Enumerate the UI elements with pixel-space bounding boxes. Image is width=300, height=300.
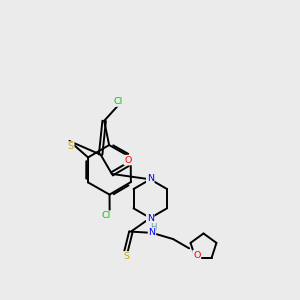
Text: O: O	[193, 250, 200, 260]
Text: N: N	[148, 228, 155, 237]
Text: N: N	[147, 214, 154, 223]
Text: S: S	[123, 252, 129, 261]
Text: H: H	[150, 223, 157, 232]
Text: Cl: Cl	[114, 97, 123, 106]
Text: O: O	[124, 156, 132, 165]
Text: N: N	[147, 174, 154, 183]
Text: S: S	[68, 142, 74, 151]
Text: Cl: Cl	[101, 211, 111, 220]
